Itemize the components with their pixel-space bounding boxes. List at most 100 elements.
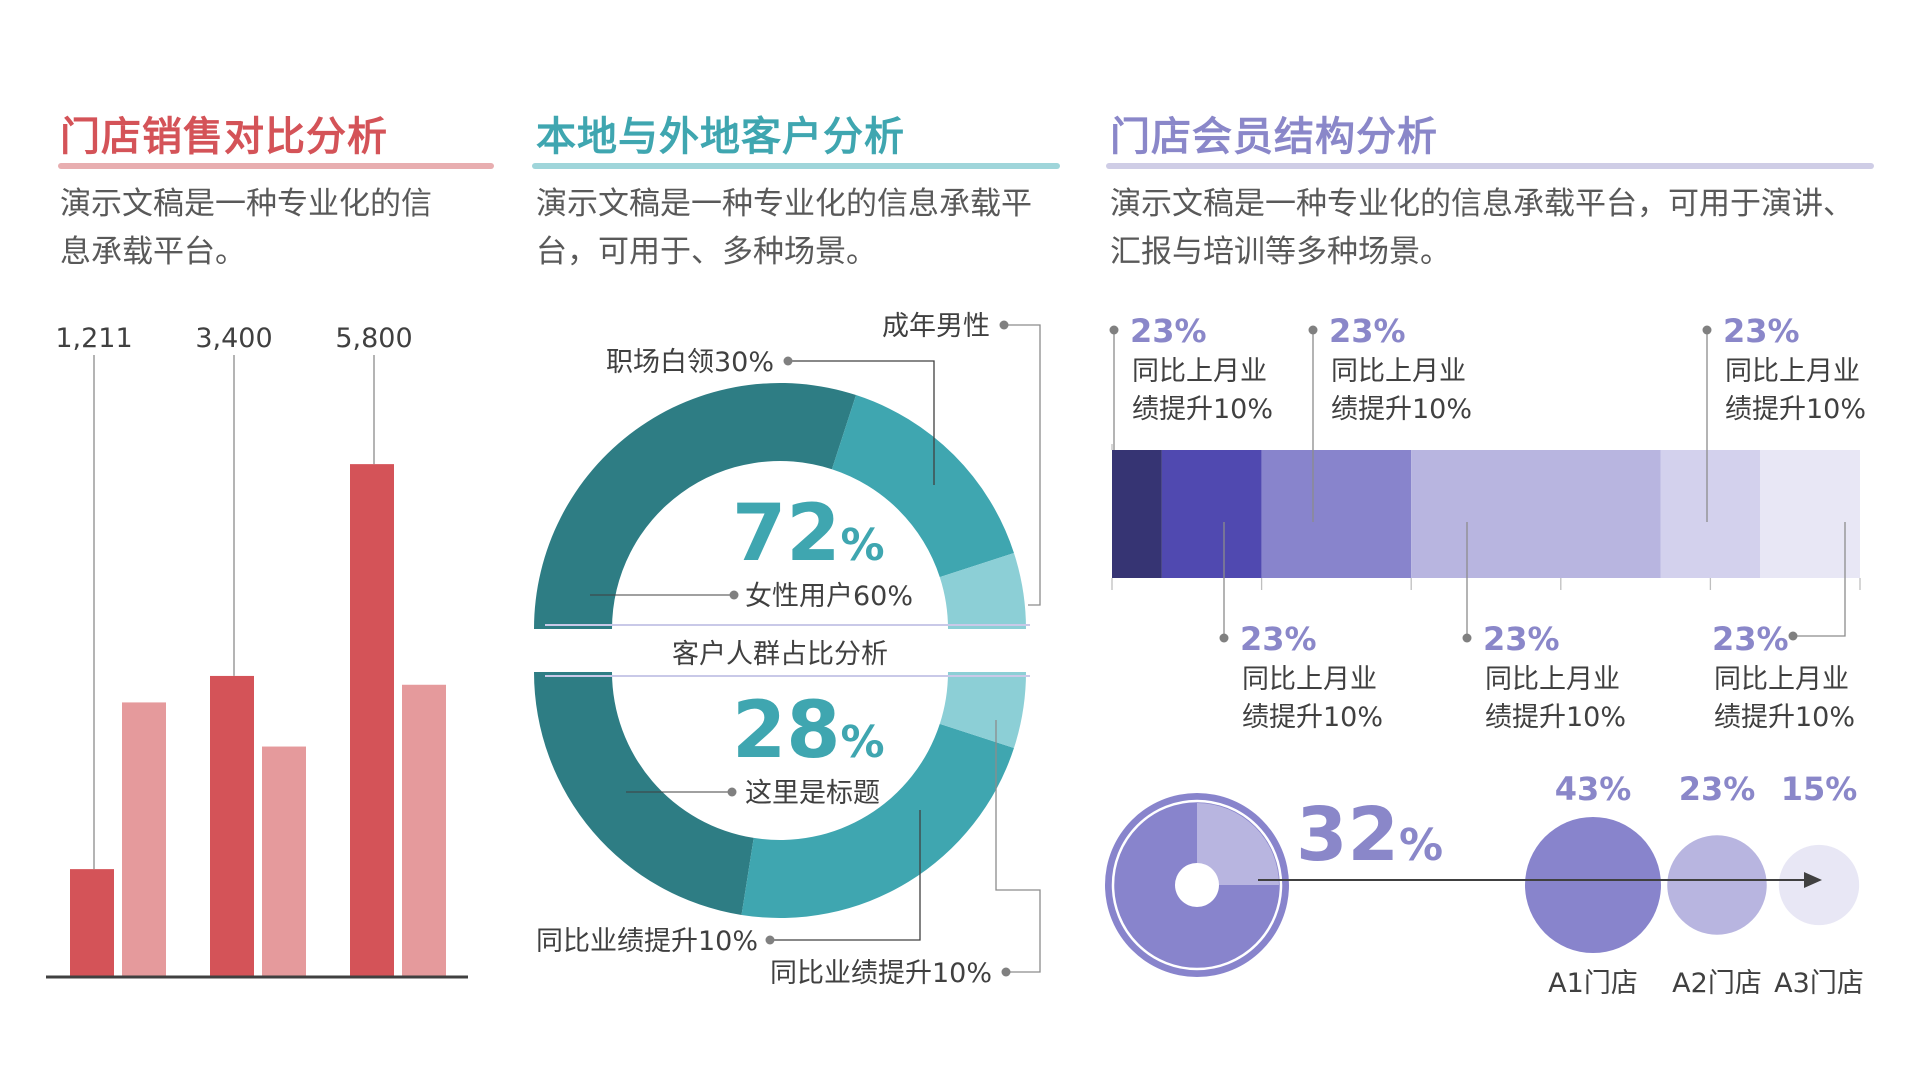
callout-white-collar: 职场白领30%: [606, 347, 774, 378]
bar-value-label-2: 3,400: [195, 323, 272, 354]
store-bubble-pct-2: 23%: [1679, 770, 1756, 808]
member-segment-5: [1660, 450, 1761, 578]
member-segment-2: [1161, 450, 1262, 578]
donut-top-unit: %: [841, 520, 885, 571]
member-segment-4: [1411, 450, 1661, 578]
section3-desc-line2: 汇报与培训等多种场景。: [1110, 234, 1451, 270]
store-bubble-2: [1667, 835, 1767, 935]
donut-top: [534, 382, 1026, 629]
donut-top-segment-3: [939, 552, 1026, 629]
donut-bottom: [533, 672, 1026, 918]
leader-female-dot: [729, 590, 739, 600]
member-callout-pct-1: 23%: [1130, 312, 1207, 350]
callout-growth-a: 同比业绩提升10%: [536, 926, 758, 957]
section1-title: 门店销售对比分析: [60, 114, 388, 160]
member-callout-text1-4: 同比上月业: [1242, 664, 1377, 695]
donut-top-segment-1: [534, 382, 857, 629]
member-segment-6: [1760, 450, 1860, 578]
member-callout-dot-1: [1109, 325, 1119, 335]
member-callout-text1-5: 同比上月业: [1485, 664, 1620, 695]
leader-title-dot: [727, 787, 737, 797]
member-callout-pct-5: 23%: [1483, 620, 1560, 658]
section2-title: 本地与外地客户分析: [536, 114, 905, 160]
section1-divider: [58, 163, 494, 169]
member-callout-text1-6: 同比上月业: [1714, 664, 1849, 695]
section2-desc-line1: 演示文稿是一种专业化的信息承载平: [536, 186, 1032, 222]
donut-top-number: 72: [732, 489, 841, 579]
member-segment-1: [1112, 450, 1162, 578]
member-callout-text2-3: 绩提升10%: [1725, 394, 1866, 425]
leader-growth-b-dot: [1001, 967, 1011, 977]
donut-top-caption: 女性用户60%: [745, 581, 913, 612]
leader-growth-b: [995, 720, 1041, 973]
member-pie: [1105, 793, 1289, 977]
section3-title: 门店会员结构分析: [1110, 114, 1438, 160]
store-bubble-pct-1: 43%: [1555, 770, 1632, 808]
store-bubble-name-2: A2门店: [1672, 968, 1762, 999]
leader-white-collar: [788, 360, 935, 485]
bar-primary-3: [350, 464, 394, 976]
leader-growth-a: [770, 810, 921, 941]
member-pie-number: 32: [1296, 792, 1399, 878]
section2-divider: [532, 163, 1060, 169]
member-callout-text2-2: 绩提升10%: [1331, 394, 1472, 425]
store-bubble-3: [1778, 844, 1860, 926]
donut-bottom-segment-1: [533, 672, 754, 915]
store-bubble-name-3: A3门店: [1774, 968, 1864, 999]
member-callout-dot-6: [1788, 631, 1798, 641]
bar-secondary-2: [262, 746, 306, 976]
member-callout-text1-3: 同比上月业: [1725, 356, 1860, 387]
member-pie-unit: %: [1399, 820, 1443, 871]
section1-desc-line2: 息承载平台。: [60, 234, 246, 270]
bar-value-label-1: 1,211: [55, 323, 132, 354]
donut-top-big-value: 72%: [732, 489, 885, 579]
member-callout-leader-6: [1793, 522, 1846, 637]
member-callout-text1-1: 同比上月业: [1132, 356, 1267, 387]
donut-bottom-big-value: 28%: [732, 686, 885, 776]
bar-secondary-1: [122, 702, 166, 976]
leader-male-dot: [999, 320, 1009, 330]
store-bubble-1: [1525, 817, 1661, 953]
section3-desc-line1: 演示文稿是一种专业化的信息承载平台，可用于演讲、: [1110, 186, 1854, 222]
member-callout-text2-5: 绩提升10%: [1485, 702, 1626, 733]
store-bubble-pct-3: 15%: [1781, 770, 1858, 808]
member-callout-text2-6: 绩提升10%: [1714, 702, 1855, 733]
bar-value-label-3: 5,800: [335, 323, 412, 354]
donut-bottom-caption: 这里是标题: [745, 778, 880, 809]
member-pie-big-value: 32%: [1296, 792, 1443, 878]
leader-male: [1004, 324, 1041, 606]
member-stacked-bar: [1111, 444, 1861, 590]
member-callout-dot-4: [1219, 633, 1229, 643]
donut-top-segment-2: [831, 395, 1014, 578]
leader-growth-a-dot: [765, 935, 775, 945]
member-pie-hole: [1175, 863, 1219, 907]
member-callout-dot-2: [1308, 325, 1318, 335]
section1-desc-line1: 演示文稿是一种专业化的信: [60, 186, 432, 222]
member-callout-pct-3: 23%: [1723, 312, 1800, 350]
donut-bottom-unit: %: [841, 717, 885, 768]
bar-primary-1: [70, 869, 114, 976]
member-callout-text1-2: 同比上月业: [1331, 356, 1466, 387]
donut-bottom-segment-2: [741, 723, 1014, 918]
section3-divider: [1106, 163, 1874, 169]
section3-description: 演示文稿是一种专业化的信息承载平台，可用于演讲、 汇报与培训等多种场景。: [1110, 180, 1854, 276]
member-callout-pct-2: 23%: [1329, 312, 1406, 350]
section1-description: 演示文稿是一种专业化的信 息承载平台。: [60, 180, 432, 276]
member-callout-pct-6: 23%: [1712, 620, 1789, 658]
bar-secondary-3: [402, 684, 446, 976]
member-callout-dot-5: [1462, 633, 1472, 643]
section2-desc-line2: 台，可用于、多种场景。: [536, 234, 877, 270]
bar-primary-2: [210, 675, 254, 976]
member-callout-text2-1: 绩提升10%: [1132, 394, 1273, 425]
member-callout-pct-4: 23%: [1240, 620, 1317, 658]
donut-center-label: 客户人群占比分析: [672, 639, 888, 670]
store-bubbles: 43% A1门店 23% A2门店 15% A3门店: [1525, 770, 1864, 999]
section2-description: 演示文稿是一种专业化的信息承载平 台，可用于、多种场景。: [536, 180, 1032, 276]
member-callout-text2-4: 绩提升10%: [1242, 702, 1383, 733]
donut-bottom-segment-3: [939, 672, 1026, 749]
donut-bottom-number: 28: [732, 686, 841, 776]
leader-white-collar-dot: [783, 356, 793, 366]
sales-bar-chart: 1,211 3,400 5,800: [55, 323, 446, 976]
bubble-arrow-head: [1804, 872, 1822, 888]
